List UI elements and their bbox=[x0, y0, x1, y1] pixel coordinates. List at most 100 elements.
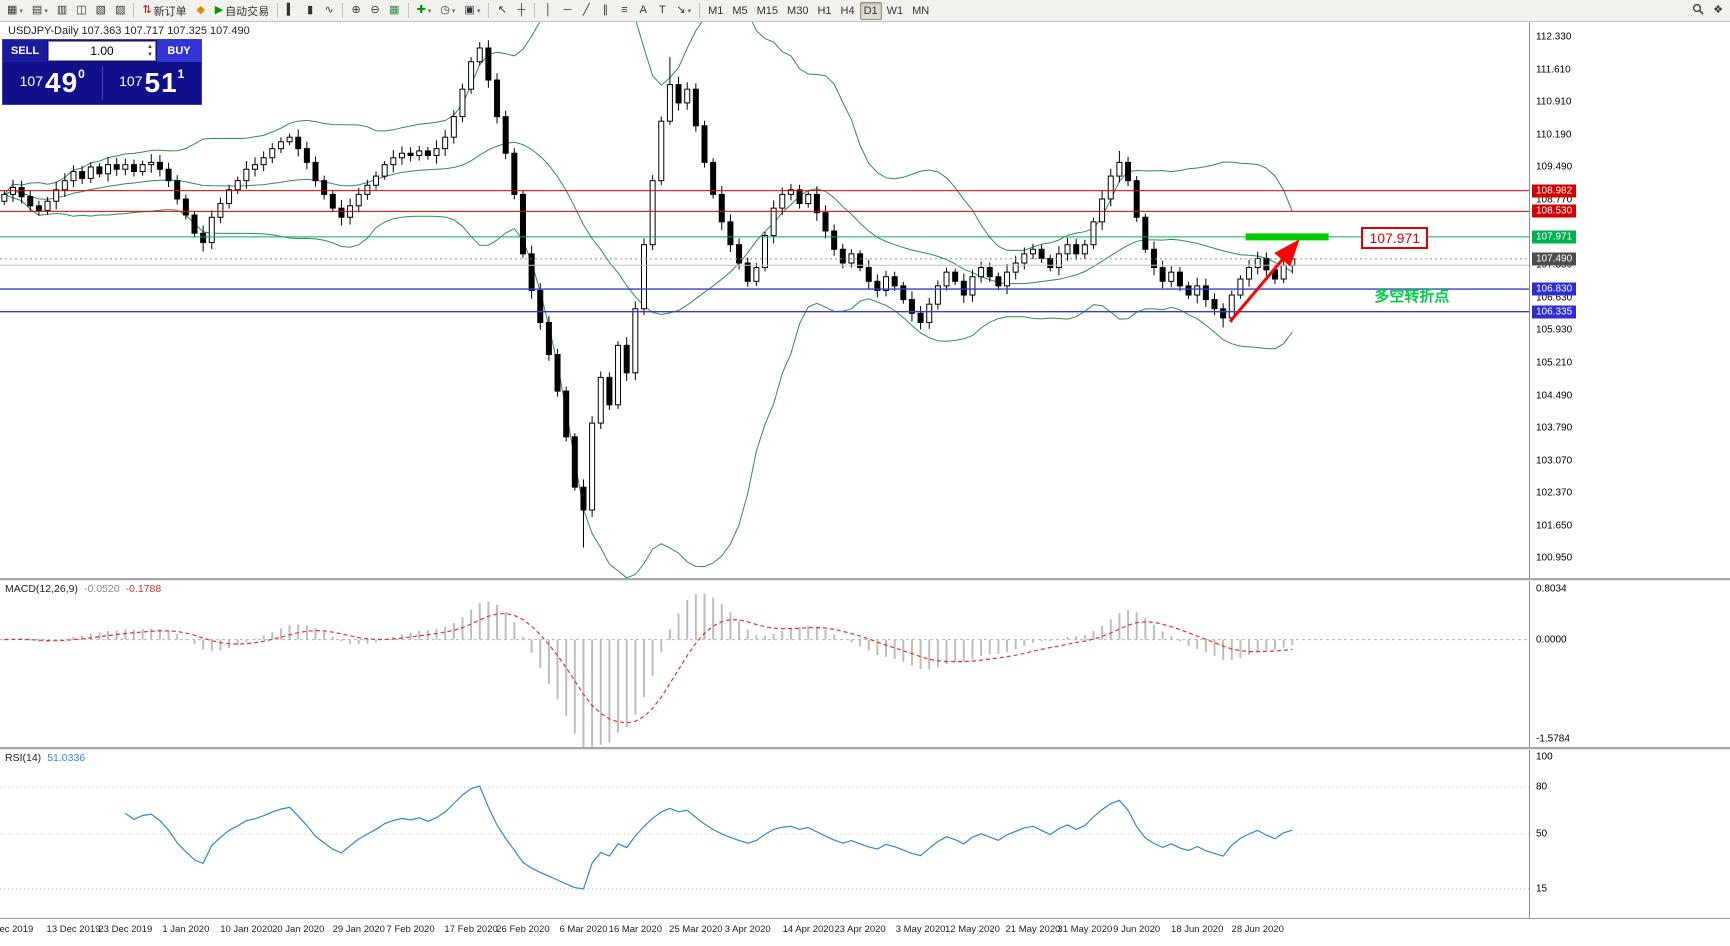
panel-separator[interactable] bbox=[0, 578, 1730, 581]
horizontal-line-button[interactable]: ─ bbox=[558, 2, 576, 20]
fibonacci-button[interactable]: ≡ bbox=[615, 2, 633, 20]
indicators-button[interactable]: ✚ ▾ bbox=[413, 2, 436, 20]
horizontal-line-icon: ─ bbox=[563, 4, 572, 16]
text-label-button[interactable]: T bbox=[653, 2, 671, 20]
candlestick-chart[interactable] bbox=[0, 22, 1730, 578]
macd-chart[interactable] bbox=[0, 581, 1730, 747]
price-callout[interactable]: 107.971 bbox=[1361, 226, 1429, 249]
zoom-out-button[interactable]: ⊖ bbox=[366, 2, 384, 20]
new-chart-button[interactable]: ▦ ▾ bbox=[3, 2, 27, 20]
volume-stepper[interactable]: ▲ ▼ bbox=[147, 43, 153, 59]
new-order-button[interactable]: ⇅ 新订单 bbox=[138, 2, 190, 20]
rsi-label: RSI(14) 51.0336 bbox=[5, 752, 85, 764]
volume-value: 1.00 bbox=[90, 44, 114, 58]
chevron-down-icon: ▾ bbox=[687, 7, 692, 15]
date-label: 13 Dec 2019 bbox=[46, 924, 101, 935]
channel-icon: ∥ bbox=[602, 4, 609, 16]
channel-button[interactable]: ∥ bbox=[596, 2, 614, 20]
bid-big-figure: 107 bbox=[19, 73, 43, 89]
annotation-text[interactable]: 多空转折点 bbox=[1374, 288, 1450, 306]
ask-price[interactable]: 107511 bbox=[103, 67, 202, 99]
market-watch-button[interactable]: ▥ bbox=[53, 2, 71, 20]
indicators-icon: ✚ bbox=[416, 4, 426, 16]
timeframe-m1-button[interactable]: M1 bbox=[704, 2, 727, 20]
rsi-tick: 15 bbox=[1536, 883, 1548, 895]
autotrading-label: 自动交易 bbox=[225, 5, 270, 18]
rsi-tick: 80 bbox=[1536, 781, 1548, 793]
candlestick-series bbox=[1, 40, 1296, 548]
stepper-down-icon[interactable]: ▼ bbox=[147, 52, 153, 58]
cursor-button[interactable]: ↖ bbox=[493, 2, 511, 20]
data-window-icon: ◫ bbox=[76, 4, 87, 16]
profiles-icon: ▤ bbox=[31, 4, 43, 16]
date-label: 25 Mar 2020 bbox=[669, 924, 723, 935]
metaeditor-icon: ◆ bbox=[196, 4, 205, 16]
volume-field[interactable]: 1.00 ▲ ▼ bbox=[48, 41, 156, 61]
stepper-up-icon[interactable]: ▲ bbox=[147, 44, 153, 50]
bid-price[interactable]: 107490 bbox=[3, 67, 102, 99]
date-label: 6 Mar 2020 bbox=[559, 924, 608, 935]
macd-signal-value: -0.1788 bbox=[125, 583, 162, 595]
community-button[interactable]: ❖ bbox=[1709, 2, 1727, 20]
bar-chart-icon: ▍ bbox=[286, 4, 296, 16]
data-window-button[interactable]: ◫ bbox=[72, 2, 90, 20]
search-button[interactable] bbox=[1688, 2, 1708, 20]
price-axis: 112.330 111.610 110.910 110.190 109.490 108.7… bbox=[1530, 22, 1730, 578]
metaeditor-button[interactable]: ◆ bbox=[192, 2, 210, 20]
macd-label: MACD(12,26,9) -0.0520 -0.1788 bbox=[5, 583, 161, 595]
tile-windows-icon: ▦ bbox=[389, 4, 400, 16]
zoom-in-button[interactable]: ⊕ bbox=[347, 2, 365, 20]
toolbar-separator bbox=[488, 3, 490, 18]
timeframe-d1-button[interactable]: D1 bbox=[859, 1, 882, 20]
price-tick: 109.490 bbox=[1536, 161, 1573, 173]
tile-windows-button[interactable]: ▦ bbox=[385, 2, 403, 20]
trendline-button[interactable]: ╱ bbox=[577, 2, 595, 20]
trend-arrow bbox=[1228, 239, 1300, 323]
timeframe-m15-button[interactable]: M15 bbox=[753, 2, 782, 20]
chevron-down-icon: ▾ bbox=[19, 7, 23, 15]
bar-chart-button[interactable]: ▍ bbox=[282, 2, 300, 20]
autotrading-button[interactable]: ▶ 自动交易 bbox=[211, 2, 273, 20]
periods-button[interactable]: ◷ ▾ bbox=[436, 2, 459, 20]
vertical-line-button[interactable]: │ bbox=[539, 2, 557, 20]
templates-button[interactable]: ▣ ▾ bbox=[460, 2, 484, 20]
bid-pips: 49 bbox=[45, 67, 79, 98]
profiles-button[interactable]: ▤ ▾ bbox=[28, 2, 52, 20]
text-button[interactable]: A bbox=[634, 2, 652, 20]
timeframe-h1-button[interactable]: H1 bbox=[813, 2, 835, 20]
timeframe-w1-button[interactable]: W1 bbox=[883, 2, 908, 20]
timeframe-m30-button[interactable]: M30 bbox=[783, 2, 812, 20]
price-tick: 103.790 bbox=[1536, 422, 1573, 434]
buy-button[interactable]: BUY bbox=[157, 40, 201, 62]
timeframe-mn-button[interactable]: MN bbox=[908, 2, 933, 20]
macd-panel[interactable]: MACD(12,26,9) -0.0520 -0.1788 0.8034 0.0000… bbox=[0, 581, 1730, 747]
main-chart-panel[interactable]: USDJPY-Daily 107.363 107.717 107.325 107… bbox=[0, 22, 1730, 578]
date-label: 20 Jan 2020 bbox=[272, 924, 325, 935]
rsi-chart[interactable] bbox=[0, 750, 1730, 918]
arrows-button[interactable]: ↘ ▾ bbox=[672, 2, 695, 20]
date-label: 10 Jan 2020 bbox=[220, 924, 273, 935]
panel-separator[interactable] bbox=[0, 747, 1730, 750]
community-icon: ❖ bbox=[1713, 4, 1723, 16]
line-chart-button[interactable]: ∿ bbox=[320, 2, 338, 20]
chevron-down-icon: ▾ bbox=[427, 7, 432, 15]
date-label: 31 May 2020 bbox=[1057, 924, 1113, 935]
navigator-button[interactable]: ▧ bbox=[92, 2, 110, 20]
templates-icon: ▣ bbox=[464, 4, 475, 16]
candlestick-chart-button[interactable]: ▮ bbox=[301, 2, 319, 20]
chevron-down-icon: ▾ bbox=[476, 7, 481, 15]
autotrading-icon: ▶ bbox=[214, 4, 224, 16]
price-badge: 106.335 bbox=[1532, 305, 1577, 319]
timeframe-h4-button[interactable]: H4 bbox=[837, 2, 859, 20]
terminal-button[interactable]: ▨ bbox=[111, 2, 129, 20]
text-label-icon: T bbox=[658, 4, 666, 16]
rsi-panel[interactable]: RSI(14) 51.0336 100 80 50 15 bbox=[0, 750, 1730, 918]
crosshair-button[interactable]: ┼ bbox=[512, 2, 530, 20]
rsi-tick: 50 bbox=[1536, 828, 1548, 840]
sell-button[interactable]: SELL bbox=[3, 40, 47, 62]
macd-name: MACD(12,26,9) bbox=[5, 583, 78, 595]
timeframe-m5-button[interactable]: M5 bbox=[728, 2, 751, 20]
zoom-out-icon: ⊖ bbox=[370, 4, 380, 16]
ask-point: 1 bbox=[177, 67, 185, 81]
